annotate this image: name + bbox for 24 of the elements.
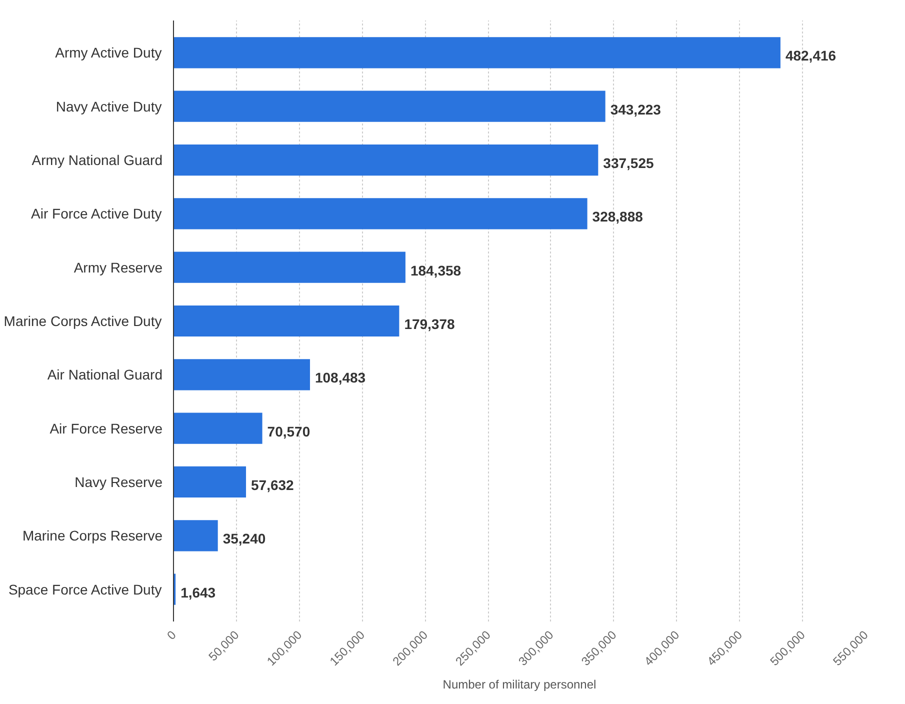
data-label: 184,358 xyxy=(410,262,462,278)
data-label: 70,570 xyxy=(267,423,310,440)
y-tick-label: Army Reserve xyxy=(74,259,163,276)
data-label: 108,483 xyxy=(314,370,366,386)
data-label: 57,632 xyxy=(251,476,294,493)
x-axis-title: Number of military personnel xyxy=(442,678,596,692)
y-tick-label: Navy Reserve xyxy=(74,474,163,490)
y-tick-label: Air Force Active Duty xyxy=(31,206,162,222)
y-tick-label: Navy Active Duty xyxy=(56,98,162,114)
y-tick-label: Air Force Reserve xyxy=(50,420,163,436)
data-label: 343,223 xyxy=(610,101,662,118)
data-label: 482,416 xyxy=(785,48,836,64)
y-tick-label: Marine Corps Reserve xyxy=(22,528,163,544)
data-label: 179,378 xyxy=(404,316,456,332)
data-label: 328,888 xyxy=(592,208,644,225)
y-tick-label: Marine Corps Active Duty xyxy=(4,313,162,329)
x-tick-label: 0 xyxy=(164,628,180,643)
y-tick-label: Air National Guard xyxy=(47,366,163,383)
data-label: 35,240 xyxy=(222,530,266,547)
y-tick-label: Space Force Active Duty xyxy=(8,581,162,598)
data-label: 1,643 xyxy=(180,584,216,600)
y-tick-label: Army National Guard xyxy=(32,152,162,168)
y-tick-label: Army Active Duty xyxy=(55,44,162,61)
data-label: 337,525 xyxy=(603,155,654,172)
